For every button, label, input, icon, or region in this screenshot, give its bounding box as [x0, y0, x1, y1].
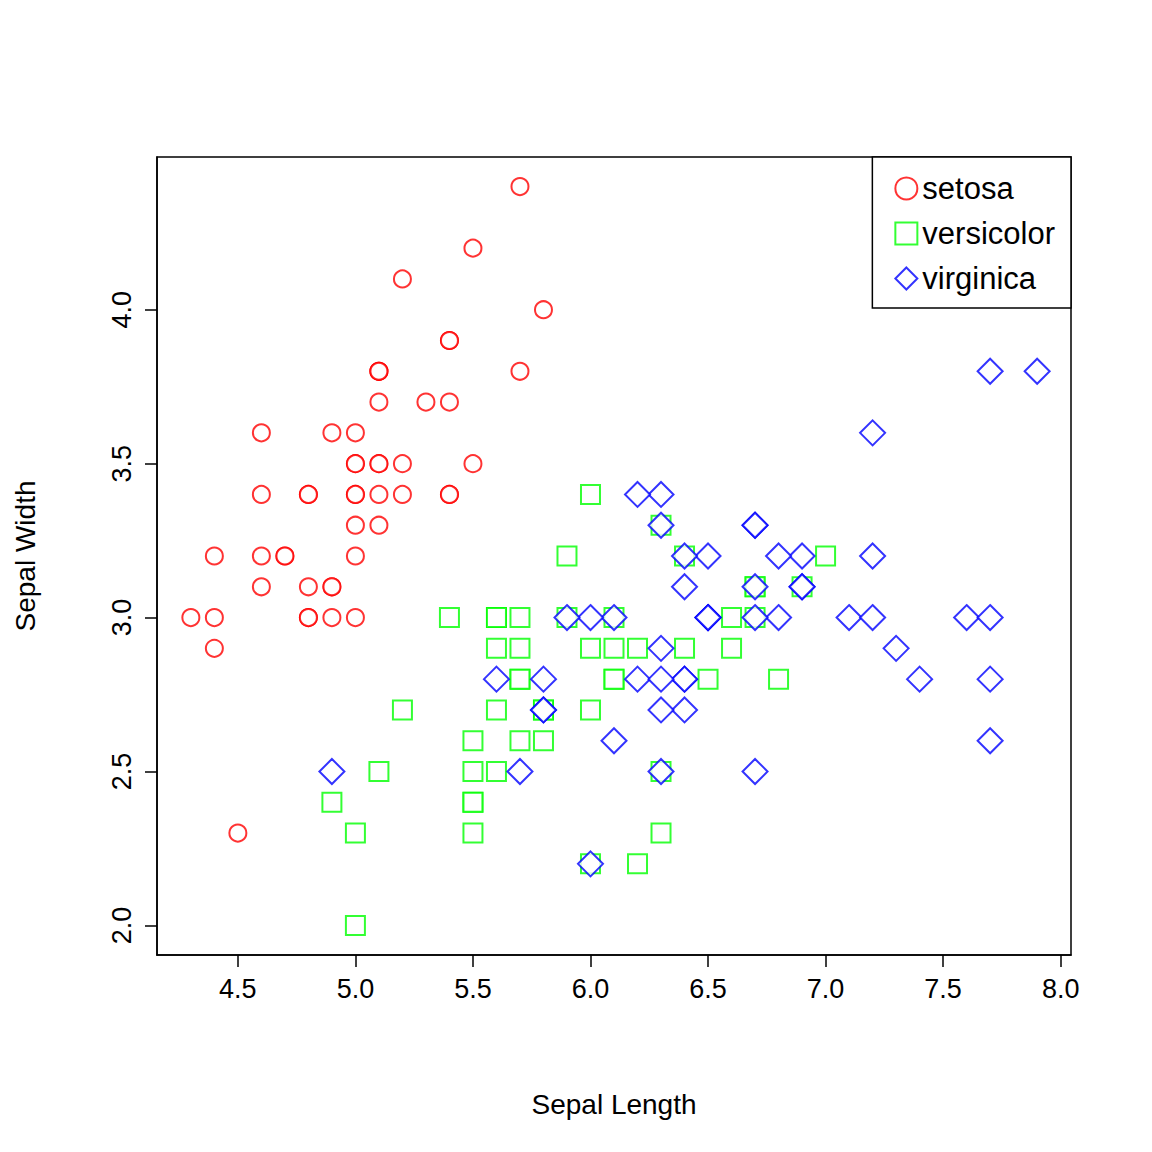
svg-text:4.0: 4.0 [107, 291, 137, 329]
svg-text:Sepal Length: Sepal Length [531, 1089, 696, 1120]
svg-text:virginica: virginica [922, 261, 1036, 296]
svg-text:3.5: 3.5 [107, 445, 137, 483]
svg-text:2.0: 2.0 [107, 907, 137, 945]
svg-text:5.0: 5.0 [337, 974, 375, 1004]
svg-text:3.0: 3.0 [107, 599, 137, 637]
svg-text:Sepal Width: Sepal Width [10, 481, 41, 632]
svg-text:setosa: setosa [922, 171, 1014, 206]
svg-text:7.5: 7.5 [924, 974, 962, 1004]
svg-text:6.0: 6.0 [572, 974, 610, 1004]
svg-text:2.5: 2.5 [107, 753, 137, 791]
svg-text:7.0: 7.0 [807, 974, 845, 1004]
svg-text:5.5: 5.5 [454, 974, 492, 1004]
svg-text:8.0: 8.0 [1042, 974, 1080, 1004]
svg-text:6.5: 6.5 [689, 974, 727, 1004]
svg-text:versicolor: versicolor [922, 216, 1055, 251]
svg-text:4.5: 4.5 [219, 974, 257, 1004]
